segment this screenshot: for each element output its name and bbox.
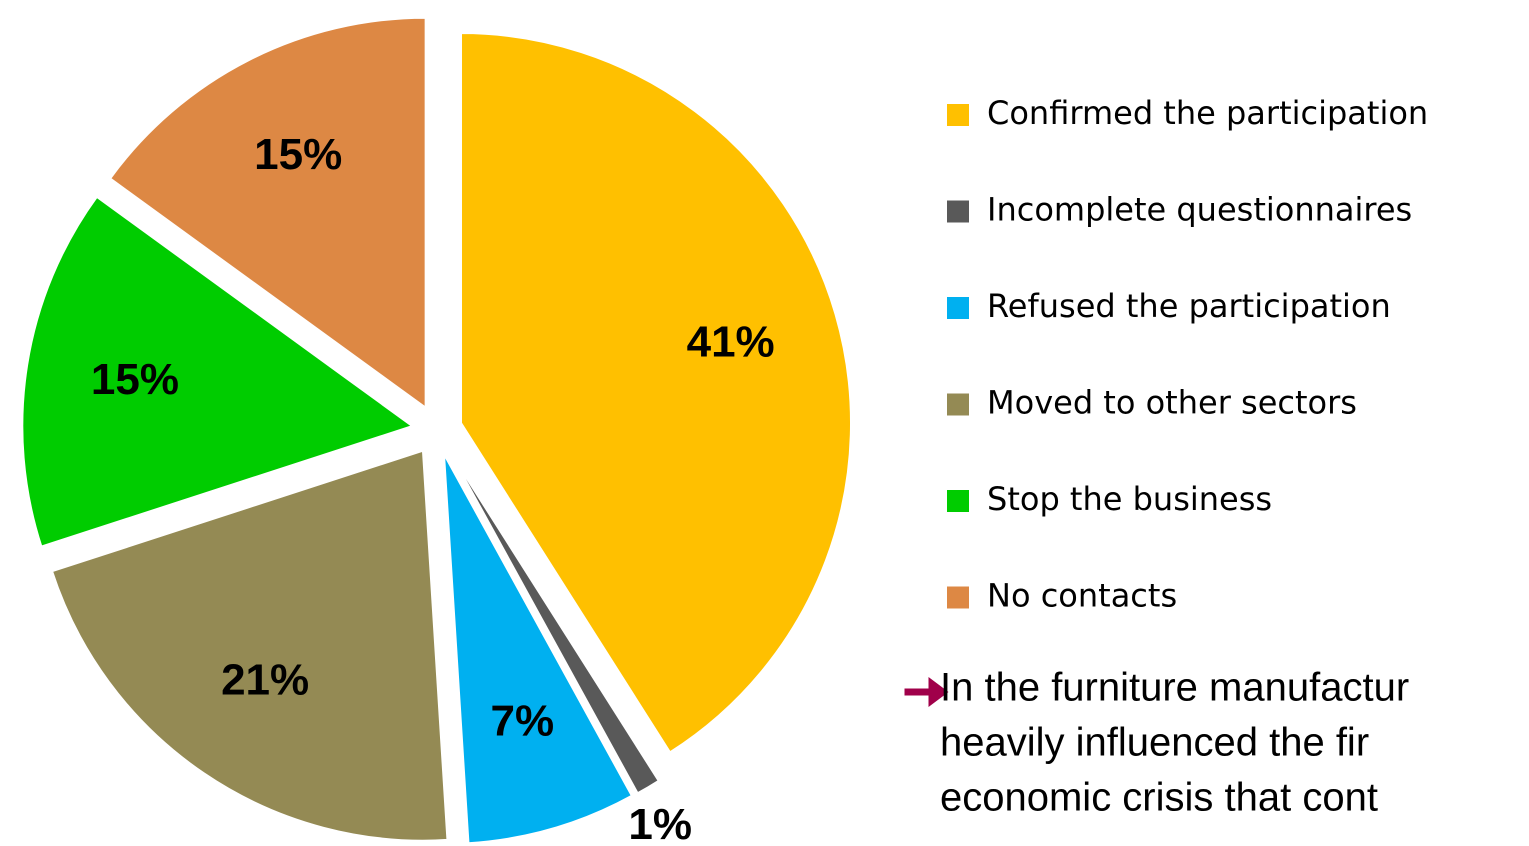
note-arrow (904, 677, 949, 707)
legend-label: Stop the business (987, 480, 1272, 518)
slice-label: 41% (687, 317, 775, 366)
legend-label: No contacts (987, 577, 1177, 615)
legend-label: Confirmed the participation (987, 94, 1428, 132)
legend-label: Refused the participation (987, 287, 1391, 325)
legend-swatch (947, 586, 969, 609)
legend-swatch (947, 104, 969, 126)
pie-slice (442, 453, 634, 845)
note-line: heavily influenced the fir (940, 721, 1369, 765)
note-line: In the furniture manufactur (940, 666, 1409, 710)
slice-label: 15% (91, 355, 179, 404)
pie-slice (448, 450, 661, 795)
slice-label: 15% (254, 130, 342, 179)
note-line: economic crisis that cont (940, 776, 1378, 820)
pie-slice (108, 16, 427, 410)
legend-label: Moved to other sectors (987, 384, 1357, 422)
slice-label: 1% (628, 800, 692, 846)
legend-swatch (947, 490, 969, 512)
pie-slice (21, 195, 415, 548)
legend-swatch (947, 297, 969, 319)
legend-swatch (947, 393, 969, 416)
slice-label: 7% (491, 696, 555, 745)
legend-label: Incomplete questionnaires (987, 191, 1412, 229)
pie-slice (50, 449, 449, 842)
legend-swatch (947, 200, 969, 223)
slice-label: 21% (221, 656, 309, 705)
pie-slice (460, 32, 852, 754)
